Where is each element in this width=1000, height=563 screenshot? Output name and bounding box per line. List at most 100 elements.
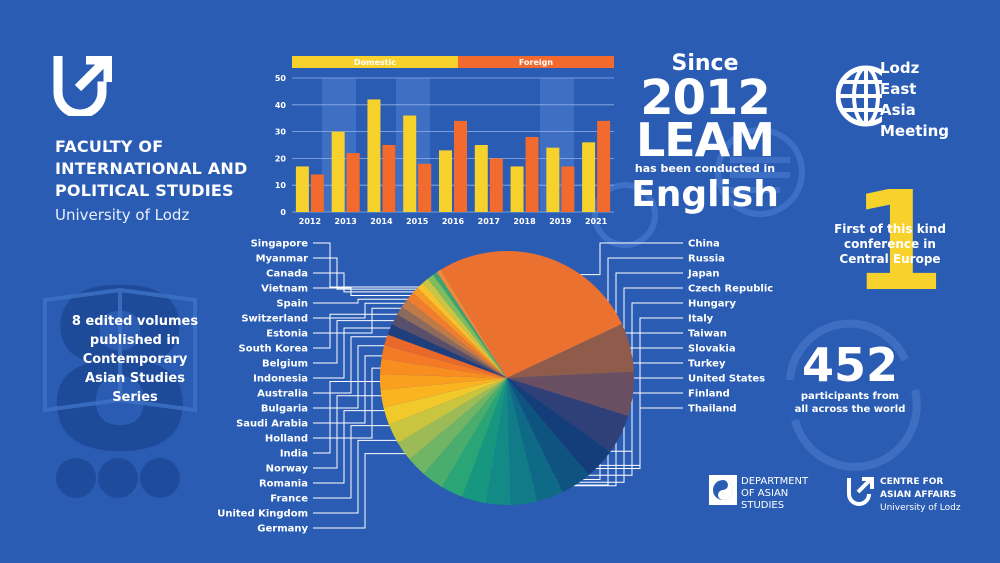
pie-slice-myanmar: [433, 272, 507, 378]
leader-line: [313, 242, 449, 288]
since-word: Since: [671, 51, 739, 76]
leader-line: [313, 410, 405, 484]
pie-slices: [380, 251, 634, 505]
bar-foreign-2015: [418, 163, 432, 212]
faculty-logo: [53, 56, 112, 116]
pie-slice-australia: [387, 324, 507, 378]
pie-labels: China Russia Japan Czech Republic Hungary Ita…: [217, 239, 773, 535]
leader-line: [313, 257, 446, 290]
leader-line: [313, 380, 400, 454]
bar-foreign-2018: [525, 136, 539, 212]
leader-line: [313, 313, 420, 349]
first-text-line: First of this kind: [834, 222, 946, 236]
pie-slice-saudi-arabia: [381, 345, 507, 378]
legend-domestic-label: Domestic: [354, 58, 396, 67]
bar-foreign-2021: [597, 120, 611, 212]
volumes-line: Asian Studies Series: [85, 371, 185, 405]
pie-slice-indonesia: [391, 314, 507, 378]
pie-label-vietnam: Vietnam: [261, 284, 308, 295]
y-tick-label: 0: [280, 208, 286, 217]
globe-icon: [836, 65, 882, 127]
leam-name-line: Asia: [880, 101, 916, 119]
pie-label-turkey: Turkey: [688, 359, 726, 370]
pie-slice-estonia: [407, 292, 507, 378]
volumes-text: 8 edited volumes published in Contempora…: [60, 312, 210, 407]
x-tick-label: 2013: [335, 217, 357, 226]
leader-line: [313, 302, 430, 319]
pie-slice-hungary: [507, 378, 611, 476]
leader-line: [313, 425, 411, 499]
dots-decor: [56, 458, 180, 498]
bar-domestic-2021: [582, 142, 596, 212]
first-number-glyph: 1: [849, 170, 946, 300]
since-block: Since 2012 LEAM has been conducted in En…: [630, 52, 780, 214]
pie-label-taiwan: Taiwan: [688, 329, 727, 340]
bar-domestic-2018: [510, 166, 524, 212]
pie-label-germany: Germany: [257, 524, 308, 535]
pie-slice-slovakia: [507, 378, 538, 505]
pie-slice-italy: [507, 378, 589, 493]
pie-slice-south-korea: [401, 299, 507, 378]
leader-line: [313, 272, 442, 293]
faculty-title-line: FACULTY OF: [55, 137, 164, 156]
leam-full-name: Lodz East Asia Meeting: [880, 58, 949, 142]
bar-foreign-2017: [489, 158, 503, 212]
pie-label-japan: Japan: [687, 269, 720, 280]
y-tick-label: 20: [275, 154, 287, 163]
bar-chart: Domestic Foreign 0 10 20 30 40 50 2012 2013 2014…: [275, 56, 614, 226]
centre-logo: [847, 477, 874, 506]
x-tick-label: 2021: [585, 217, 608, 226]
pie-label-indonesia: Indonesia: [253, 374, 308, 385]
participants-line: participants from: [800, 391, 900, 402]
pie-slice-finland: [441, 378, 507, 497]
pie-label-russia: Russia: [688, 254, 725, 265]
leam-title: LEAM: [635, 113, 775, 167]
pie-slice-france: [388, 378, 507, 443]
participants-number: 452: [801, 338, 899, 392]
bar-chart-bars: [295, 99, 611, 212]
leam-name-line: Meeting: [880, 122, 950, 140]
centre-line: University of Lodz: [880, 503, 961, 513]
bar-foreign-2019: [561, 166, 575, 212]
volumes-line: Contemporary: [82, 352, 188, 367]
pie-label-italy: Italy: [688, 314, 714, 325]
pie-slice-united-kingdom: [397, 378, 507, 460]
bar-domestic-2019: [546, 147, 560, 212]
pie-label-norway: Norway: [266, 464, 309, 475]
leader-line: [313, 336, 408, 394]
pie-slice-spain: [417, 283, 507, 378]
leam-name-line: East: [880, 80, 917, 98]
leader-line: [313, 320, 416, 364]
pie-slice-canada: [427, 274, 507, 378]
pie-slice-bulgaria: [384, 334, 507, 378]
pie-slice-germany: [409, 378, 507, 474]
first-text: First of this kind conference in Central…: [815, 222, 965, 267]
pie-label-south-korea: South Korea: [239, 344, 308, 355]
pie-slice-united-states: [462, 378, 507, 504]
department-logo: [709, 475, 737, 505]
pie-slice-india: [380, 374, 507, 390]
bar-chart-x-ticks: 2012 2013 2014 2015 2016 2017 2018 2019 2021: [299, 217, 608, 226]
pie-label-france: France: [270, 494, 308, 505]
pie-label-spain: Spain: [276, 299, 308, 310]
pie-slice-norway: [380, 378, 507, 408]
pie-label-china: China: [688, 239, 720, 250]
bar-domestic-2016: [439, 150, 452, 212]
legend-foreign-swatch: [458, 56, 614, 68]
leam-name-line: Lodz: [880, 59, 920, 77]
participants-line: all across the world: [794, 404, 906, 415]
x-tick-label: 2012: [299, 217, 321, 226]
cycle-arrows-icon: [786, 319, 921, 471]
bar-foreign-2013: [346, 153, 360, 212]
pie-label-slovakia: Slovakia: [688, 344, 736, 355]
pie-slice-belgium: [397, 306, 507, 378]
first-text-line: conference in: [844, 237, 936, 251]
leader-line: [313, 395, 401, 469]
bar-chart-legend: Domestic Foreign: [292, 56, 614, 68]
y-tick-label: 10: [275, 181, 287, 190]
pie-label-saudi-arabia: Saudi Arabia: [236, 419, 308, 430]
department-line: STUDIES: [741, 500, 785, 511]
first-number: 1: [848, 170, 947, 300]
faculty-title-line: INTERNATIONAL AND: [55, 159, 248, 178]
x-tick-label: 2015: [406, 217, 429, 226]
